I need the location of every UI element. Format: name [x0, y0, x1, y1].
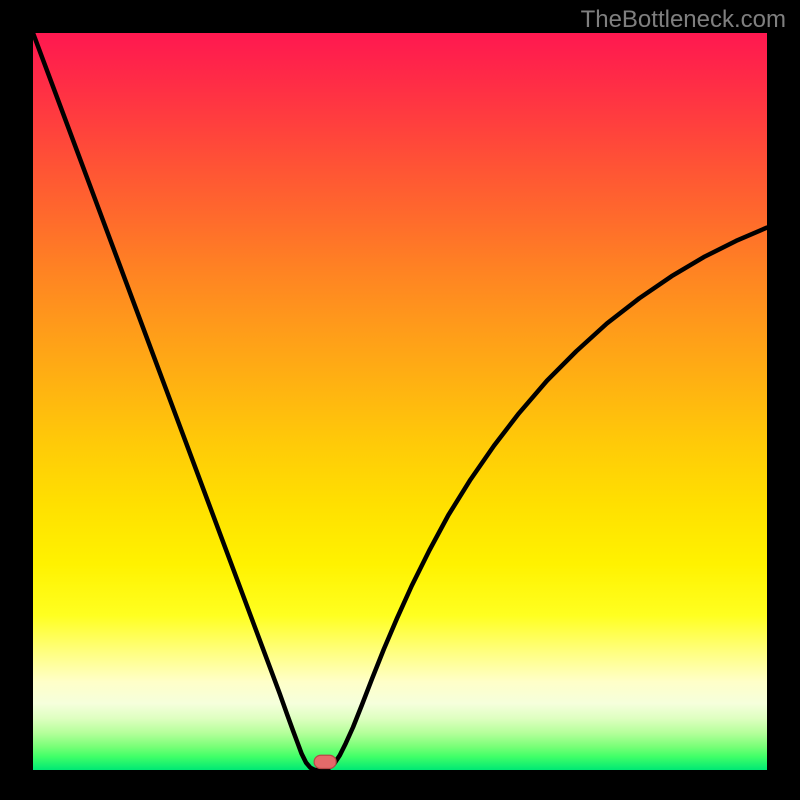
watermark-text: TheBottleneck.com — [581, 6, 786, 34]
min-marker — [314, 755, 336, 768]
gradient-background — [33, 33, 767, 770]
chart-stage: { "canvas": { "width": 800, "height": 80… — [0, 0, 800, 800]
plot-svg — [33, 33, 767, 770]
plot-area — [33, 33, 767, 770]
